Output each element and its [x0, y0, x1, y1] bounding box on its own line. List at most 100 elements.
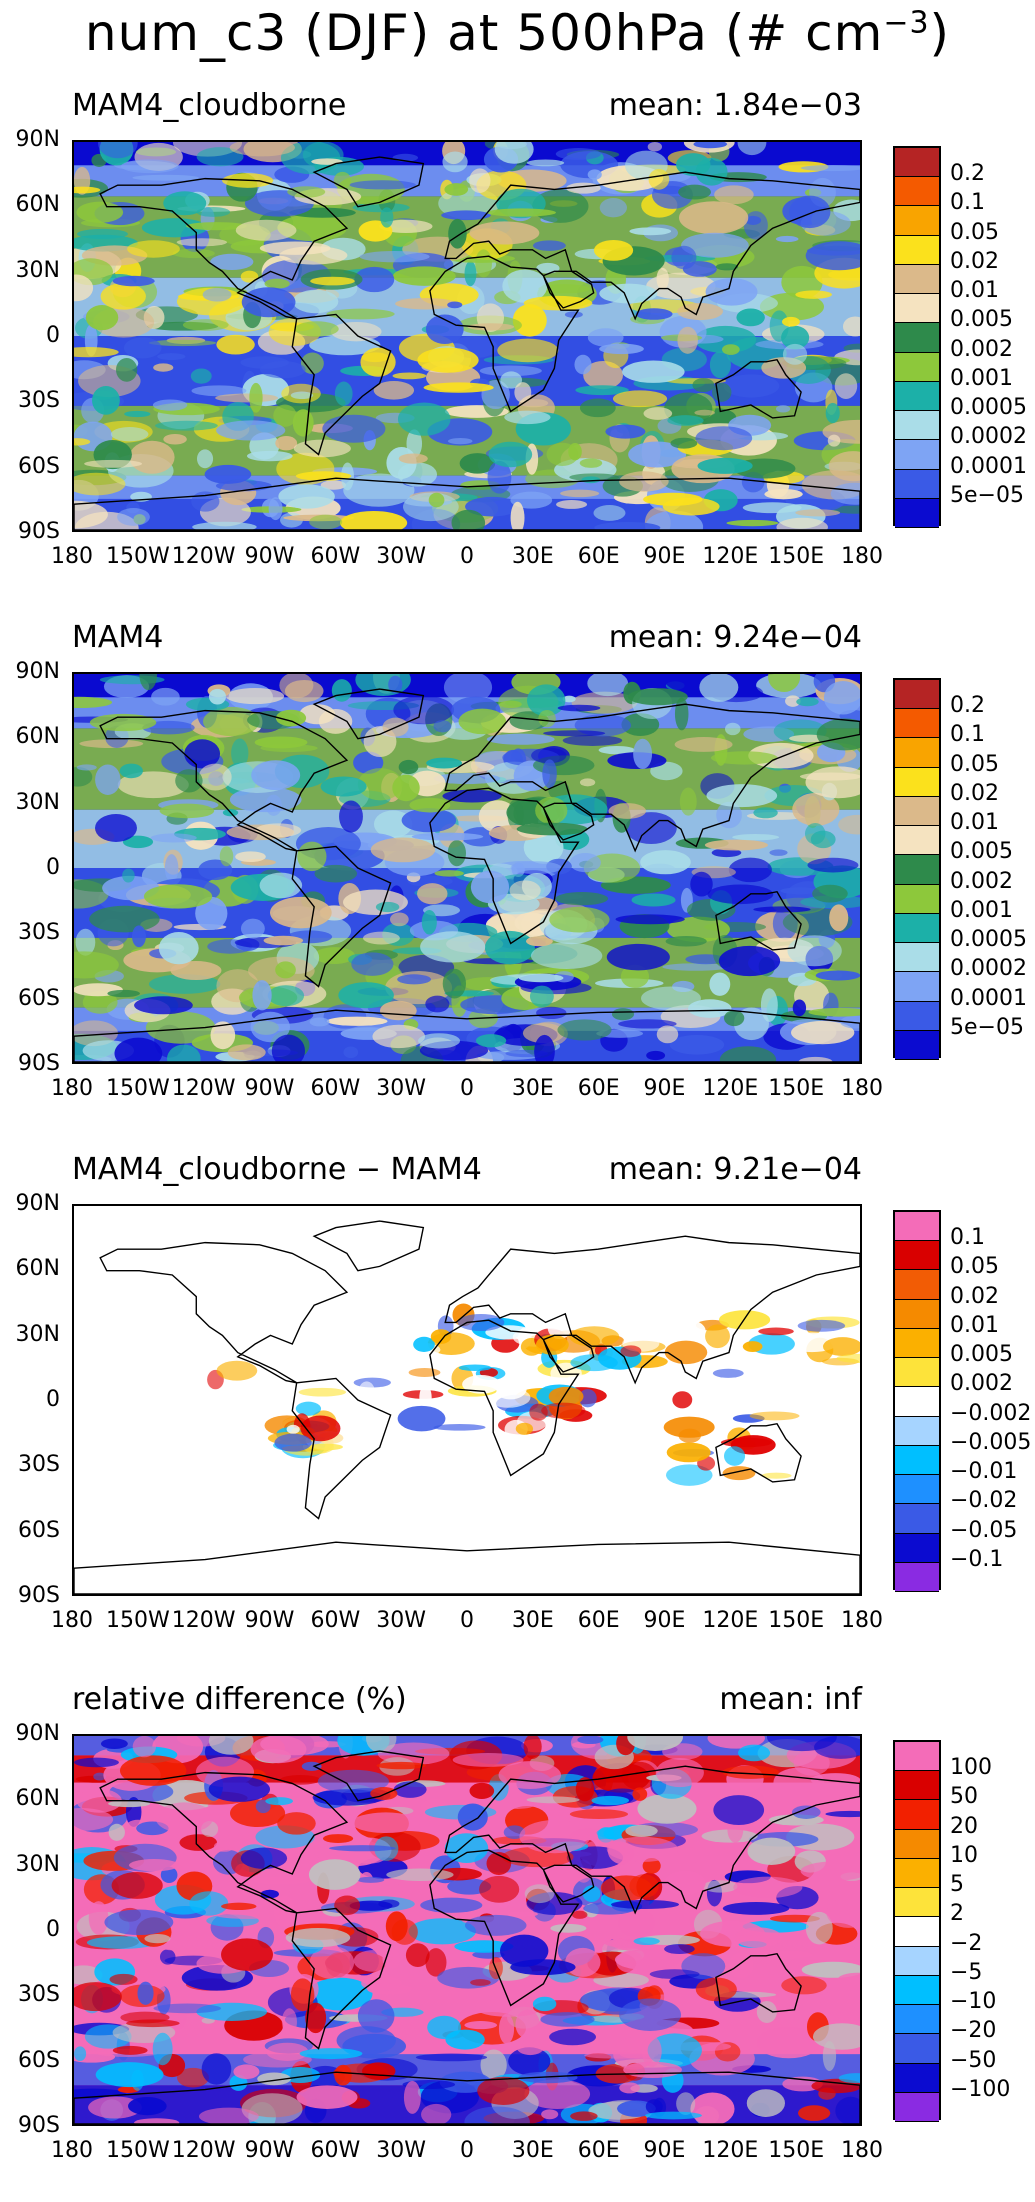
x-tick-label: 90E — [643, 1608, 686, 1633]
y-tick-label: 60N — [15, 724, 60, 750]
colorbar-label: 0.002 — [950, 868, 1013, 894]
colorbar-label: 10 — [950, 1842, 978, 1868]
colorbar-label: −2 — [950, 1930, 983, 1956]
colorbar-label: 20 — [950, 1813, 978, 1839]
colorbar-label: 50 — [950, 1784, 978, 1810]
x-tick-label: 150E — [768, 1608, 825, 1633]
map-plot — [72, 1734, 862, 2126]
colorbar-segment — [895, 323, 939, 353]
y-tick-label: 90S — [18, 1583, 60, 1608]
y-tick-label: 60S — [18, 453, 60, 479]
colorbar-label: 100 — [950, 1755, 992, 1781]
colorbar-label: 0.1 — [950, 1225, 985, 1251]
colorbar-segment — [895, 1888, 939, 1918]
x-tick-label: 180 — [841, 1076, 883, 1101]
x-tick-label: 180 — [51, 1076, 93, 1101]
panel-mean: mean: 9.24e−04 — [608, 620, 862, 655]
x-tick-label: 90E — [643, 2138, 686, 2163]
colorbar-label: 0.002 — [950, 336, 1013, 362]
y-tick-label: 90N — [15, 1191, 60, 1216]
x-tick-label: 150W — [105, 2138, 170, 2163]
colorbar-segment — [895, 972, 939, 1002]
x-tick-label: 30W — [376, 1076, 427, 1101]
colorbar-segment — [895, 1504, 939, 1534]
y-tick-label: 60N — [15, 192, 60, 218]
colorbar-segment — [895, 206, 939, 236]
colorbar-segment — [895, 884, 939, 914]
y-tick-label: 30S — [18, 1982, 60, 2008]
colorbar-label: −50 — [950, 2047, 997, 2073]
colorbar-segment — [895, 1358, 939, 1388]
y-tick-label: 90S — [18, 1051, 60, 1076]
x-tick-label: 90W — [244, 2138, 295, 2163]
colorbar-segment — [895, 235, 939, 265]
colorbar — [893, 678, 941, 1060]
x-tick-label: 150E — [768, 544, 825, 569]
x-tick-label: 60W — [310, 2138, 361, 2163]
colorbar-label: −10 — [950, 1989, 997, 2015]
x-tick-label: 60W — [310, 544, 361, 569]
colorbar-label: 0.1 — [950, 190, 985, 216]
x-tick-label: 150E — [768, 2138, 825, 2163]
y-tick-label: 60N — [15, 1786, 60, 1812]
colorbar-label: 0.005 — [950, 1342, 1013, 1368]
x-tick-label: 30W — [376, 2138, 427, 2163]
y-tick-label: 30N — [15, 1851, 60, 1877]
colorbar-segment — [895, 2063, 939, 2093]
x-tick-label: 150W — [105, 1608, 170, 1633]
colorbar-segment — [895, 943, 939, 973]
colorbar-label: 0.001 — [950, 897, 1013, 923]
map-plot — [72, 672, 862, 1064]
colorbar-label: 0.002 — [950, 1371, 1013, 1397]
colorbar-segment — [895, 1387, 939, 1417]
colorbar-segment — [895, 2034, 939, 2064]
colorbar-segment — [895, 1742, 939, 1772]
colorbar-segment — [895, 1030, 939, 1060]
colorbar-segment — [895, 148, 939, 178]
panel-mean: mean: inf — [719, 1682, 862, 1717]
y-tick-label: 30N — [15, 1321, 60, 1347]
colorbar-segment — [895, 440, 939, 470]
panel-title: MAM4 — [72, 620, 164, 655]
colorbar-segment — [895, 381, 939, 412]
colorbar-segment — [895, 1771, 939, 1801]
colorbar-segment — [895, 1858, 939, 1889]
x-tick-label: 90W — [244, 1076, 295, 1101]
map-panel-2: MAM4 mean: 9.24e−04 90N 60N 30N 0 30S 60S 90S 180… — [0, 620, 1035, 1140]
colorbar — [893, 1210, 941, 1592]
colorbar-segment — [895, 709, 939, 739]
x-tick-label: 180 — [841, 1608, 883, 1633]
x-tick-label: 90E — [643, 544, 686, 569]
y-tick-label: 0 — [46, 855, 60, 880]
colorbar-label: −0.02 — [950, 1488, 1018, 1514]
colorbar-segment — [895, 469, 939, 499]
x-tick-label: 60E — [577, 544, 620, 569]
colorbar-label: 0.0001 — [950, 985, 1027, 1011]
x-tick-label: 0 — [460, 544, 474, 569]
x-tick-label: 120W — [171, 1608, 236, 1633]
colorbar-label: 0.02 — [950, 248, 999, 274]
y-tick-label: 60S — [18, 985, 60, 1011]
colorbar-segment — [895, 1328, 939, 1359]
colorbar-segment — [895, 1562, 939, 1592]
colorbar-segment — [895, 767, 939, 797]
colorbar-segment — [895, 826, 939, 856]
colorbar-label: 0.01 — [950, 278, 999, 304]
x-tick-label: 0 — [460, 2138, 474, 2163]
colorbar-label: 0.2 — [950, 693, 985, 719]
map-plot — [72, 1204, 862, 1596]
map-panel-4: relative difference (%) mean: inf 90N 60N 30… — [0, 1682, 1035, 2202]
colorbar-segment — [895, 1212, 939, 1242]
colorbar-segment — [895, 1475, 939, 1505]
y-tick-label: 30S — [18, 920, 60, 946]
colorbar-segment — [895, 411, 939, 441]
colorbar-label: 0.0001 — [950, 453, 1027, 479]
panel-mean: mean: 1.84e−03 — [608, 88, 862, 123]
x-tick-label: 60E — [577, 2138, 620, 2163]
x-tick-label: 150E — [768, 1076, 825, 1101]
colorbar-label: −0.002 — [950, 1400, 1032, 1426]
x-tick-label: 30E — [511, 2138, 554, 2163]
colorbar-segment — [895, 1829, 939, 1859]
colorbar-label: 0.005 — [950, 839, 1013, 865]
colorbar-segment — [895, 498, 939, 528]
